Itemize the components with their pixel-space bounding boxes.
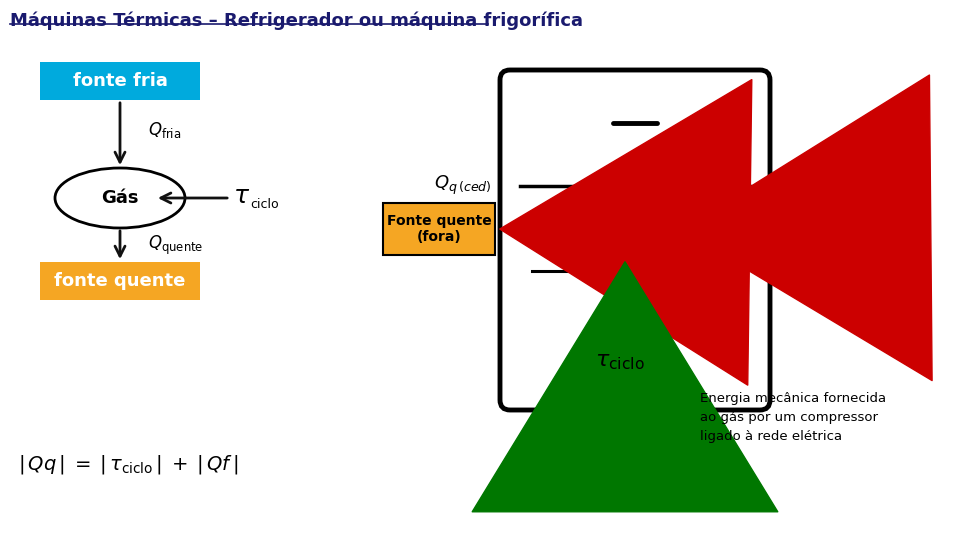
Text: $| \, Qq \, | \; = \; | \, \tau_{\rm ciclo} \, | \; + \; | \, Qf \, |$: $| \, Qq \, | \; = \; | \, \tau_{\rm cic… bbox=[18, 454, 238, 476]
Text: $Q_{\rm fria}$: $Q_{\rm fria}$ bbox=[148, 120, 181, 140]
Text: $\tau_{\rm ciclo}$: $\tau_{\rm ciclo}$ bbox=[595, 352, 645, 372]
Text: $Q_{\rm quente}$: $Q_{\rm quente}$ bbox=[148, 233, 204, 256]
FancyBboxPatch shape bbox=[795, 203, 907, 255]
Text: fonte fria: fonte fria bbox=[73, 72, 167, 90]
Ellipse shape bbox=[572, 201, 678, 259]
Text: ciclo: ciclo bbox=[250, 199, 278, 212]
Text: Gás: Gás bbox=[608, 221, 642, 239]
FancyBboxPatch shape bbox=[383, 203, 495, 255]
FancyBboxPatch shape bbox=[40, 262, 200, 300]
Ellipse shape bbox=[55, 168, 185, 228]
Text: fonte quente: fonte quente bbox=[55, 272, 185, 290]
Text: $Q_{f\,(rec)}$: $Q_{f\,(rec)}$ bbox=[664, 132, 715, 152]
Text: Fonte quente
(fora): Fonte quente (fora) bbox=[387, 214, 492, 244]
FancyBboxPatch shape bbox=[500, 70, 770, 410]
Text: $Q_{q\,(ced)}$: $Q_{q\,(ced)}$ bbox=[434, 173, 492, 197]
FancyBboxPatch shape bbox=[40, 62, 200, 100]
Text: Máquinas Térmicas – Refrigerador ou máquina frigorífica: Máquinas Térmicas – Refrigerador ou máqu… bbox=[10, 12, 583, 30]
Text: $\tau$: $\tau$ bbox=[233, 184, 251, 208]
Text: Energia mecânica fornecida
ao gás por um compressor
ligado à rede elétrica: Energia mecânica fornecida ao gás por um… bbox=[700, 392, 886, 443]
Text: Gás: Gás bbox=[101, 189, 139, 207]
Text: Fonte fria
(dentro): Fonte fria (dentro) bbox=[813, 214, 889, 244]
